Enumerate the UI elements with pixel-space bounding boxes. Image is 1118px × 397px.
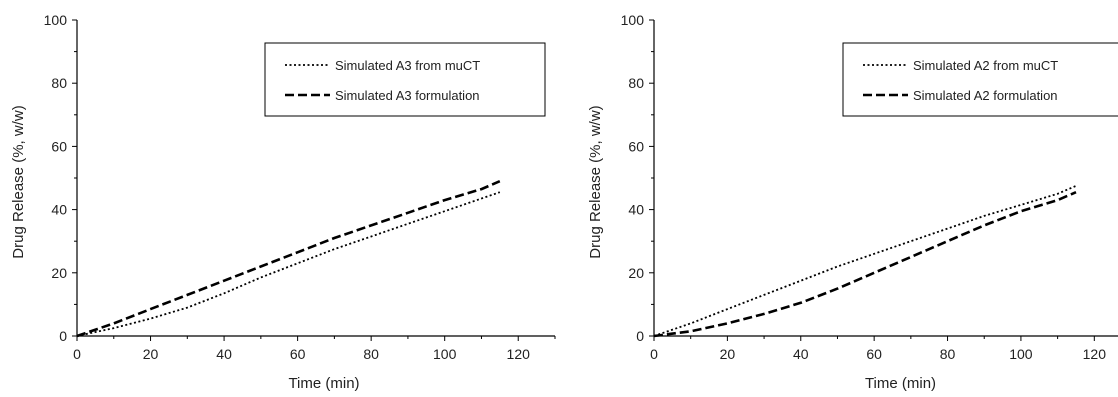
x-tick-label: 120 [507,346,531,362]
x-tick-label: 0 [73,346,81,362]
x-tick-label: 80 [363,346,379,362]
y-tick-label: 0 [59,328,67,344]
x-tick-label: 80 [940,346,956,362]
y-tick-label: 60 [51,138,67,154]
chart-left: 0 20 40 60 80 100 0 20 40 60 80 100 120 Time (min) Dru… [10,12,556,392]
y-tick-label: 40 [628,202,644,218]
x-tick-label: 20 [143,346,159,362]
y-axis-title: Drug Release (%, w/w) [587,105,604,258]
x-tick-label: 100 [1009,346,1033,362]
x-tick-label: 100 [433,346,457,362]
series-line-formulation [76,180,501,338]
y-tick-label: 80 [628,75,644,91]
x-tick-label: 40 [216,346,232,362]
series-line-formulation [653,191,1077,338]
y-tick-label: 40 [51,202,67,218]
y-tick-label: 100 [44,12,68,28]
legend-box [264,42,546,117]
y-tick-label: 20 [628,265,644,281]
y-axis-title: Drug Release (%, w/w) [10,105,27,258]
series-line-muct [653,185,1077,337]
x-tick-label: 60 [866,346,882,362]
y-tick-label: 20 [51,265,67,281]
chart-right: 0 20 40 60 80 100 0 20 40 60 80 100 120 Time (min) Dru… [587,12,1118,392]
x-tick-label: 20 [720,346,736,362]
legend-label: Simulated A3 formulation [335,88,480,103]
y-tick-label: 60 [628,138,644,154]
legend-label: Simulated A2 formulation [913,88,1058,103]
y-tick-label: 100 [621,12,645,28]
x-tick-label: 60 [290,346,306,362]
y-tick-label: 80 [51,75,67,91]
x-tick-label: 0 [650,346,658,362]
legend-label: Simulated A2 from muCT [913,58,1058,73]
x-axis-title: Time (min) [288,375,359,392]
legend-label: Simulated A3 from muCT [335,58,480,73]
legend-box [842,42,1118,117]
x-tick-label: 120 [1083,346,1107,362]
x-tick-label: 40 [793,346,809,362]
x-axis-title: Time (min) [865,375,936,392]
series-line-muct [76,191,501,337]
y-tick-label: 0 [636,328,644,344]
